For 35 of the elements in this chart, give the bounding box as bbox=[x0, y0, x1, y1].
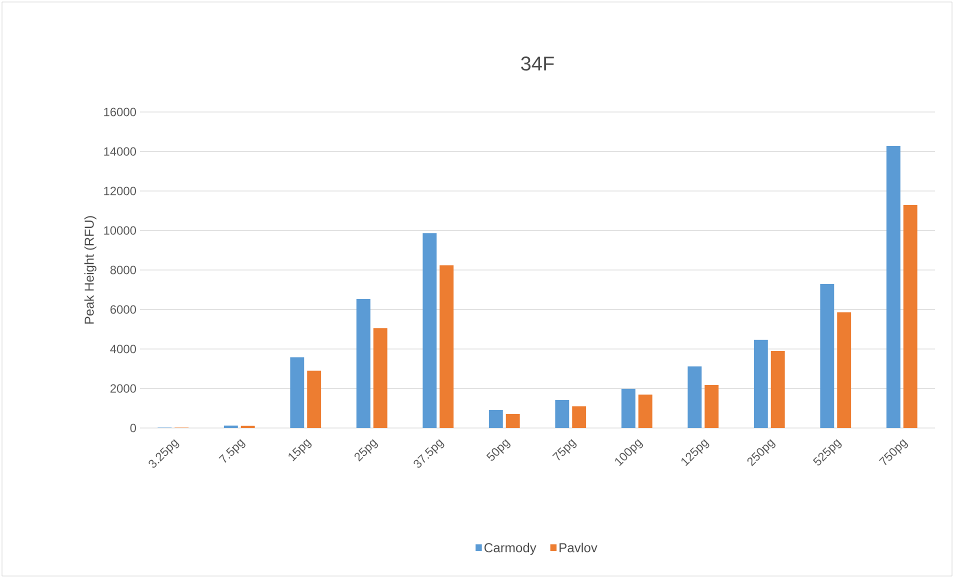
bar bbox=[290, 357, 304, 428]
bar bbox=[240, 426, 255, 428]
bar bbox=[754, 340, 768, 428]
chart-title: 34F bbox=[521, 56, 554, 71]
y-tick-label: 4000 bbox=[110, 344, 136, 354]
y-tick-label: 14000 bbox=[104, 147, 136, 156]
y-tick-label: 0 bbox=[130, 424, 136, 432]
legend-label: Carmody bbox=[484, 542, 536, 555]
y-tick-label: 8000 bbox=[110, 266, 136, 274]
legend-label: Pavlov bbox=[560, 542, 598, 552]
bar bbox=[422, 233, 437, 428]
bar bbox=[307, 370, 322, 428]
bar bbox=[621, 388, 636, 428]
bar bbox=[555, 400, 570, 428]
bar bbox=[373, 328, 388, 428]
bar bbox=[572, 406, 586, 428]
y-tick-label: 12000 bbox=[104, 186, 136, 196]
bar bbox=[506, 414, 520, 428]
bar bbox=[886, 146, 900, 428]
y-tick-label: 6000 bbox=[110, 305, 136, 314]
y-tick-label: 16000 bbox=[104, 108, 136, 116]
y-axis-title: Peak Height (RFU) bbox=[84, 216, 96, 324]
bar bbox=[903, 205, 918, 428]
bar bbox=[488, 410, 503, 428]
bar bbox=[770, 350, 785, 428]
bar bbox=[224, 426, 238, 428]
y-tick-label: 2000 bbox=[110, 384, 136, 393]
bar bbox=[704, 384, 719, 428]
bar bbox=[820, 284, 834, 428]
bar bbox=[440, 265, 454, 428]
y-tick-label: 10000 bbox=[104, 226, 136, 235]
bar bbox=[837, 312, 852, 428]
bar bbox=[356, 299, 370, 428]
bar bbox=[688, 366, 702, 428]
bar bbox=[638, 394, 652, 428]
